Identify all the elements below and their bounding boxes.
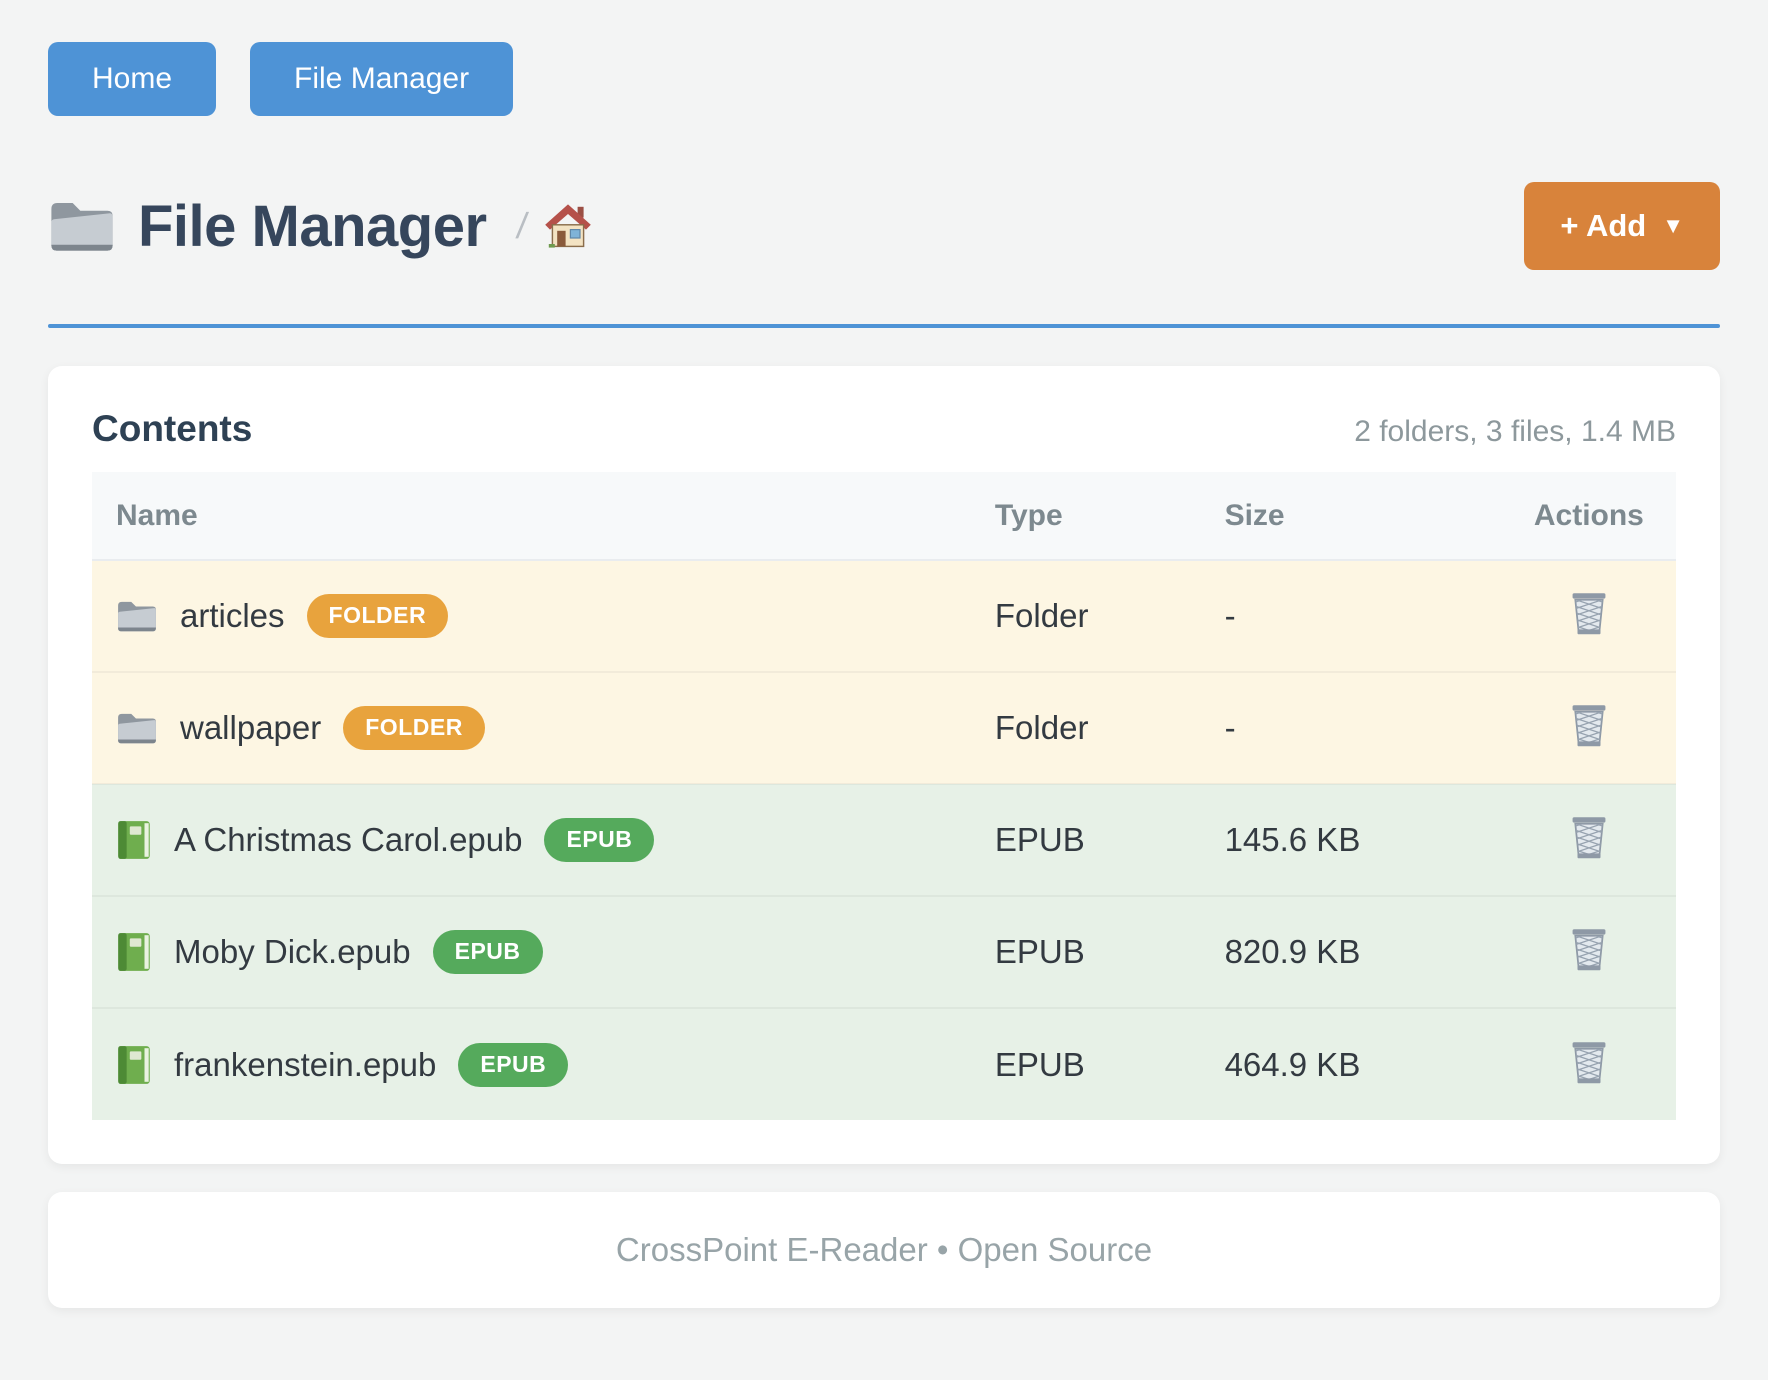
page-title: File Manager (138, 193, 487, 259)
footer-text: CrossPoint E-Reader • Open Source (615, 1231, 1153, 1268)
type-cell: Folder (994, 671, 1225, 784)
house-icon[interactable] (543, 202, 593, 250)
delete-button[interactable] (1565, 923, 1613, 977)
size-cell: 145.6 KB (1224, 783, 1502, 896)
column-header-name: Name (92, 472, 995, 560)
size-cell: - (1224, 671, 1502, 784)
trash-icon (1569, 927, 1609, 973)
contents-heading: Contents (92, 408, 253, 449)
item-name[interactable]: Moby Dick.epub (174, 933, 411, 970)
contents-summary: 2 folders, 3 files, 1.4 MB (1354, 415, 1676, 448)
page: Home File Manager File Manager / + Add ▼… (48, 42, 1720, 1308)
type-cell: EPUB (994, 895, 1225, 1008)
delete-button[interactable] (1565, 1036, 1613, 1090)
type-cell: EPUB (994, 783, 1225, 896)
type-cell: EPUB (994, 1007, 1225, 1120)
add-button[interactable]: + Add ▼ (1524, 182, 1720, 270)
footer: CrossPoint E-Reader • Open Source (48, 1192, 1720, 1308)
folder-icon (116, 708, 158, 748)
trash-icon (1569, 703, 1609, 749)
nav-file-manager-button[interactable]: File Manager (250, 42, 514, 116)
caret-down-icon: ▼ (1662, 213, 1684, 238)
contents-card: Contents 2 folders, 3 files, 1.4 MB Name… (48, 366, 1720, 1164)
trash-icon (1569, 591, 1609, 637)
green-book-icon (116, 1044, 152, 1086)
delete-button[interactable] (1565, 811, 1613, 865)
table-row: A Christmas Carol.epub EPUB EPUB 145.6 K… (92, 783, 1676, 896)
type-cell: Folder (994, 559, 1225, 672)
folder-icon (48, 197, 116, 255)
item-name[interactable]: A Christmas Carol.epub (174, 821, 523, 858)
trash-icon (1569, 1040, 1609, 1086)
nav-home-button[interactable]: Home (48, 42, 217, 116)
column-header-type: Type (994, 472, 1225, 560)
size-cell: 820.9 KB (1224, 895, 1502, 1008)
item-name[interactable]: frankenstein.epub (174, 1045, 437, 1083)
table-row: Moby Dick.epub EPUB EPUB 820.9 KB (92, 895, 1676, 1008)
size-cell: - (1224, 559, 1502, 672)
type-badge: FOLDER (306, 594, 449, 638)
item-name[interactable]: articles (180, 597, 285, 634)
breadcrumb-separator: / (513, 205, 530, 246)
column-header-actions: Actions (1501, 472, 1676, 560)
page-header: File Manager / + Add ▼ (48, 180, 1720, 272)
trash-icon (1569, 815, 1609, 861)
delete-button[interactable] (1565, 699, 1613, 753)
table-header-row: Name Type Size Actions (92, 472, 1676, 560)
type-badge: EPUB (458, 1042, 569, 1087)
column-header-size: Size (1224, 472, 1502, 560)
section-divider (48, 324, 1720, 328)
green-book-icon (116, 819, 152, 861)
table-row: frankenstein.epub EPUB EPUB 464.9 KB (92, 1007, 1676, 1120)
type-badge: EPUB (432, 930, 543, 974)
size-cell: 464.9 KB (1224, 1007, 1502, 1120)
add-button-label: + Add (1560, 208, 1647, 243)
type-badge: EPUB (544, 818, 655, 862)
item-name[interactable]: wallpaper (180, 709, 322, 746)
top-nav: Home File Manager (48, 42, 1720, 116)
green-book-icon (116, 931, 152, 973)
folder-icon (116, 596, 158, 636)
delete-button[interactable] (1565, 587, 1613, 641)
type-badge: FOLDER (343, 706, 485, 750)
table-row: wallpaper FOLDER Folder - (92, 671, 1676, 784)
table-row: articles FOLDER Folder - (92, 559, 1676, 672)
files-table: Name Type Size Actions articles FOLDER F… (92, 472, 1676, 1120)
breadcrumb: / (513, 202, 593, 250)
